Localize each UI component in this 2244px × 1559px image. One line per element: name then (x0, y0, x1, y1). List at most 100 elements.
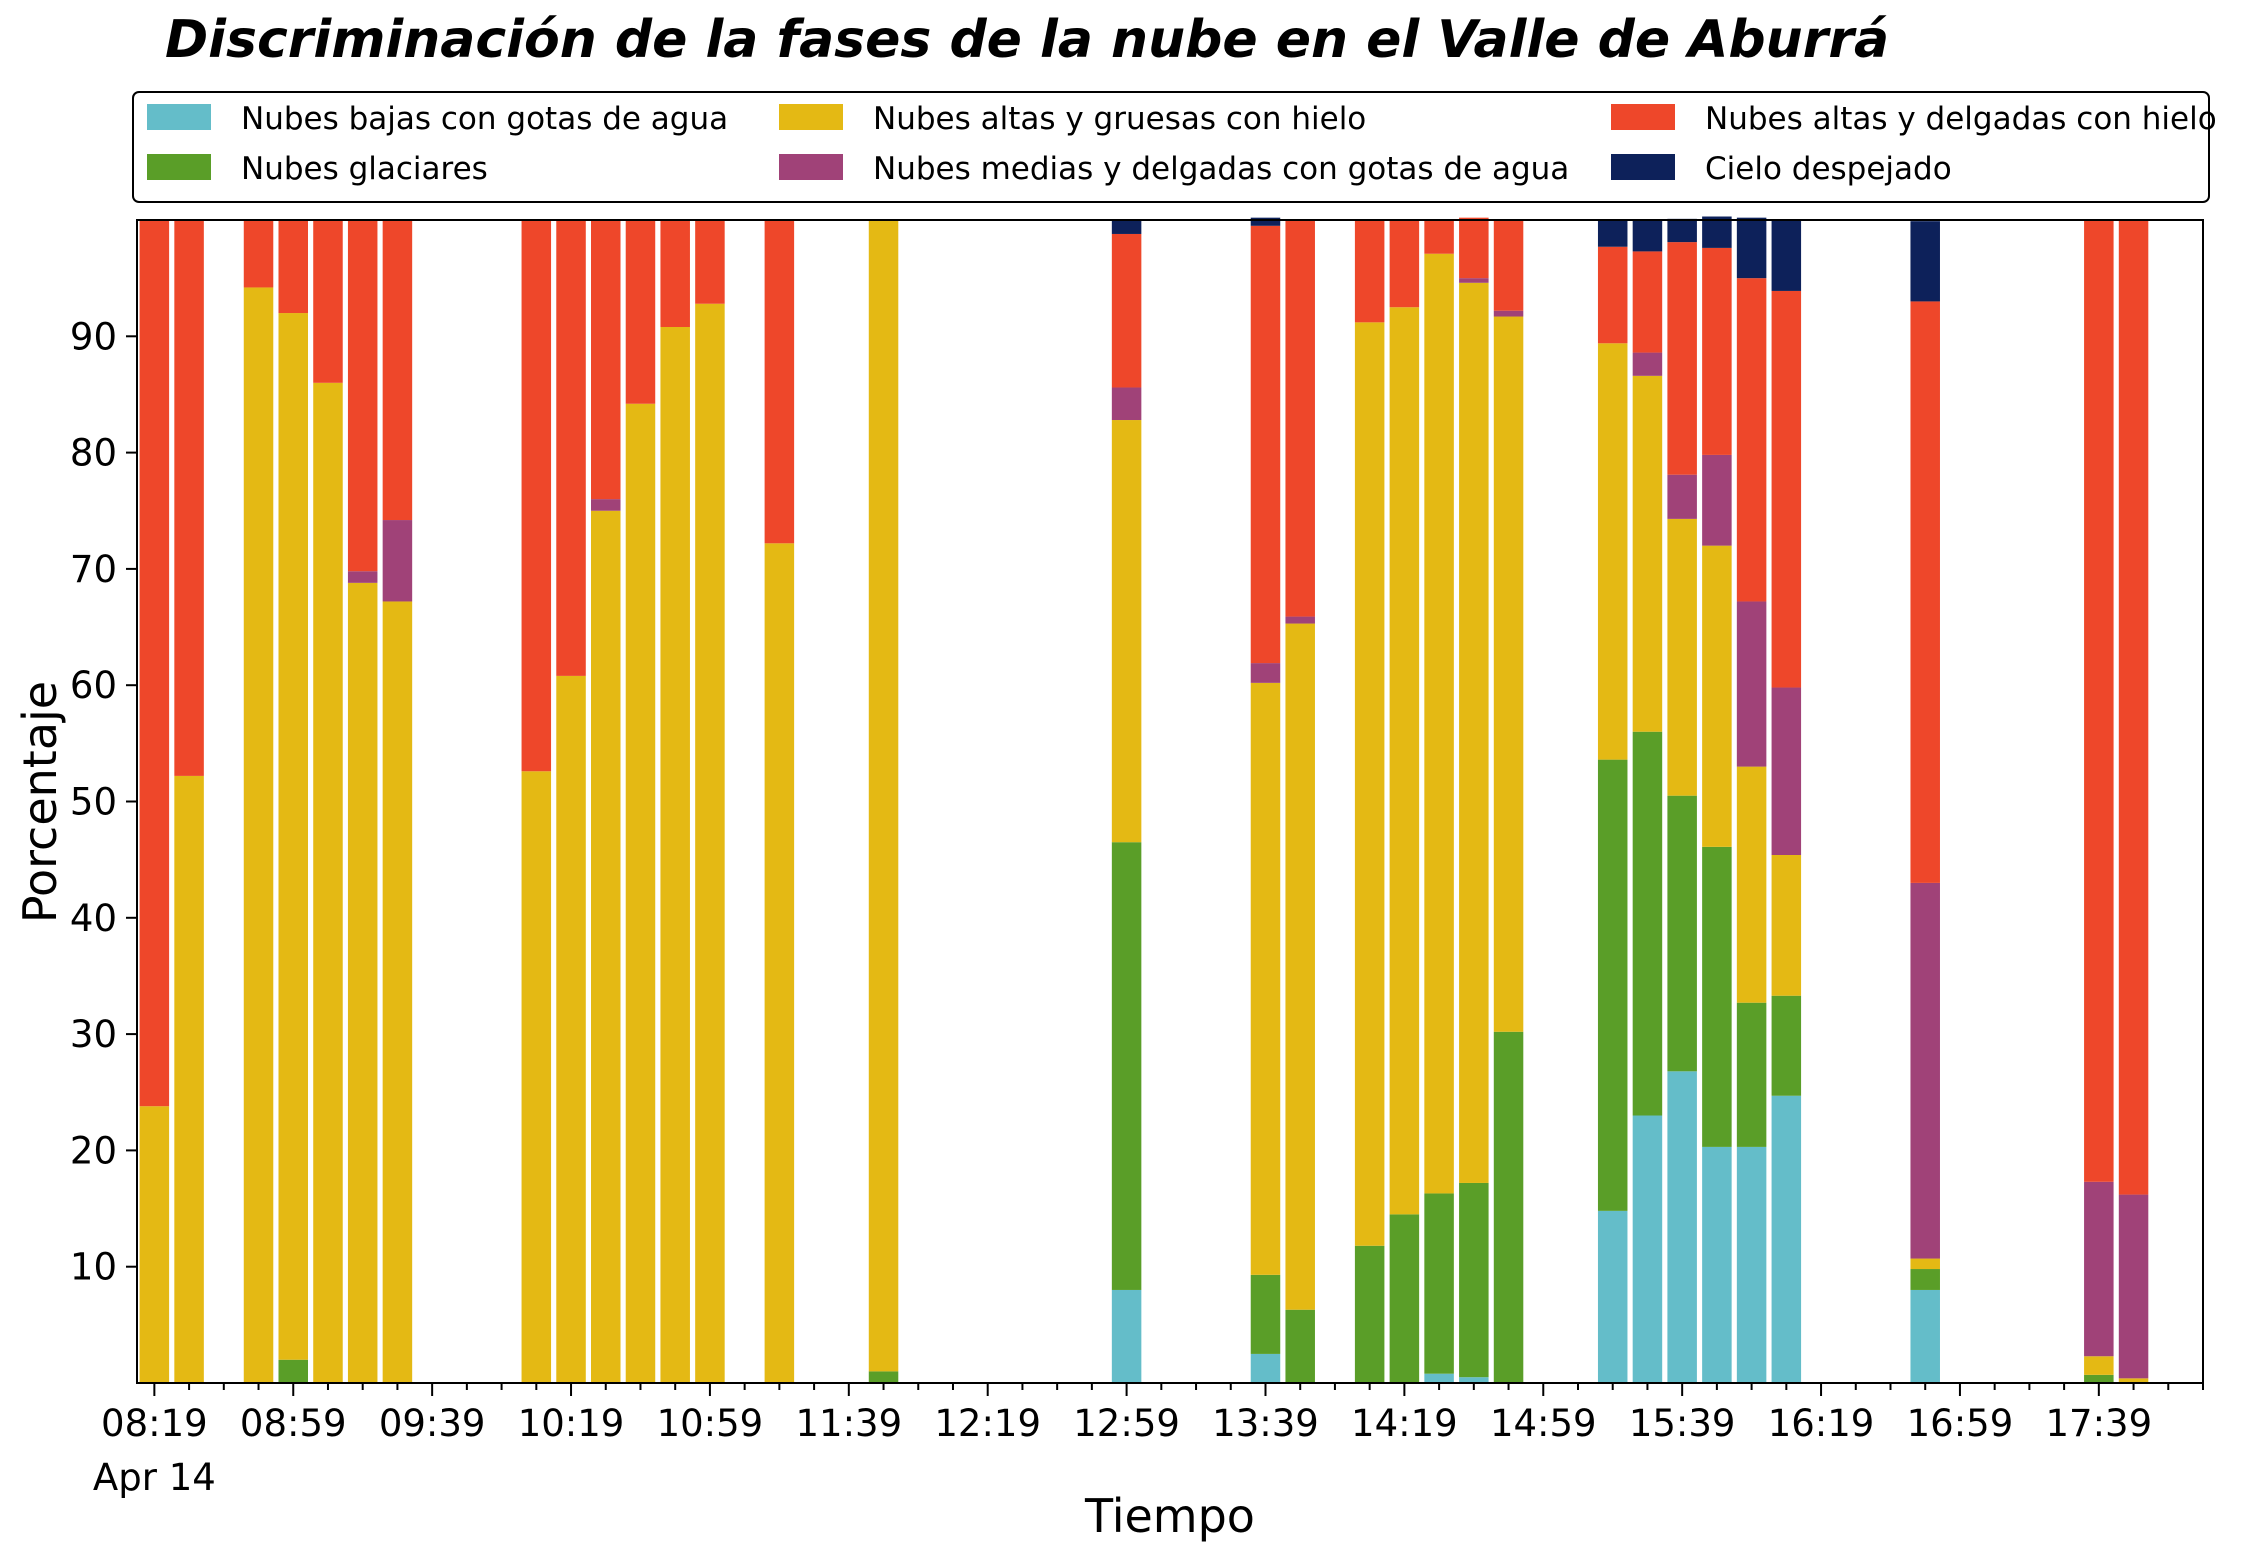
bar-segment-1539-s3 (1667, 474, 1697, 519)
legend-label-5: Cielo despejado (1705, 151, 1952, 187)
bar-segment-1439-s0 (1459, 1377, 1489, 1383)
bar-segment-1559-s0 (1736, 1146, 1767, 1383)
bar-segment-1539-s1 (1667, 795, 1697, 1072)
bar-segment-1559-s5 (1736, 217, 1767, 279)
bar-segment-1649-s0 (1910, 1289, 1940, 1383)
bar-segment-1259-s4 (1111, 233, 1142, 388)
x-date-label: Apr 14 (93, 1456, 216, 1499)
x-tick-label-1219: 12:19 (934, 1402, 1041, 1445)
legend-label-4: Nubes altas y delgadas con hielo (1705, 101, 2217, 137)
y-tick-label-90: 90 (70, 315, 117, 358)
bar-segment-1259-s5 (1111, 220, 1142, 234)
x-tick-label-1139: 11:39 (795, 1402, 902, 1445)
bar-segment-0829-s2 (174, 775, 204, 1383)
legend-swatch-4 (1611, 104, 1675, 130)
bar-segment-1519-s5 (1597, 220, 1628, 247)
bar-segment-1059-s4 (695, 220, 725, 304)
bar-segment-1439-s3 (1459, 278, 1489, 283)
bar-segment-1539-s0 (1667, 1071, 1697, 1383)
bar-segment-1739-s1 (2084, 1374, 2114, 1383)
bar-segment-1259-s1 (1111, 842, 1142, 1290)
bar-segment-1019-s4 (556, 220, 586, 676)
bar-segment-1419-s1 (1389, 1214, 1420, 1383)
bar-segment-1149-s2 (868, 220, 899, 1372)
bar-segment-1349-s1 (1285, 1309, 1315, 1383)
x-axis: 08:19 08:59 09:39 10:19 10:59 11:39 12:19 12:59… (93, 1383, 2204, 1499)
bar-segment-0849-s2 (243, 287, 274, 1384)
bar-segment-1519-s2 (1597, 343, 1628, 760)
bar-segment-0919-s4 (347, 220, 378, 572)
bar-segment-1559-s4 (1736, 278, 1767, 602)
legend-swatch-0 (147, 104, 211, 130)
bar-segment-1749-s2 (2118, 1378, 2149, 1383)
bar-segment-0819-s4 (139, 220, 170, 1107)
bar-segment-1559-s1 (1736, 1002, 1767, 1147)
bar-segment-1549-s4 (1702, 247, 1732, 455)
x-tick-label-0939: 09:39 (379, 1402, 486, 1445)
bar-segment-1059-s2 (695, 303, 725, 1383)
x-tick-label-1659: 16:59 (1907, 1402, 2014, 1445)
bar-segment-1609-s4 (1771, 290, 1802, 688)
y-tick-label-20: 20 (70, 1129, 117, 1172)
legend-box (132, 91, 2210, 203)
bar-segment-1029-s4 (591, 220, 621, 500)
chart-title: Discriminación de la fases de la nube en… (165, 10, 1890, 70)
bar-segment-1739-s2 (2084, 1356, 2114, 1375)
bar-segment-1039-s2 (625, 403, 656, 1383)
y-tick-label-10: 10 (70, 1246, 117, 1289)
bar-segment-1429-s1 (1424, 1193, 1454, 1374)
bar-segment-1149-s1 (868, 1371, 899, 1383)
bar-segment-1529-s0 (1632, 1115, 1663, 1383)
bar-segment-1049-s4 (660, 220, 690, 327)
bar-segment-1549-s0 (1702, 1146, 1732, 1383)
y-tick-label-70: 70 (70, 548, 117, 591)
legend: Nubes bajas con gotas de agua Nubes glaci… (132, 91, 2217, 203)
bars-layer (139, 216, 2149, 1384)
bar-segment-1419-s2 (1389, 307, 1420, 1215)
bar-segment-1409-s1 (1354, 1245, 1385, 1383)
bar-segment-1519-s1 (1597, 759, 1628, 1211)
bar-segment-0829-s4 (174, 220, 204, 776)
bar-segment-1539-s2 (1667, 518, 1697, 796)
bar-segment-1259-s2 (1111, 420, 1142, 843)
bar-segment-1529-s5 (1632, 220, 1663, 252)
legend-label-1: Nubes glaciares (241, 151, 488, 187)
y-tick-label-50: 50 (70, 781, 117, 824)
x-tick-label-0819: 08:19 (101, 1402, 208, 1445)
bar-segment-1609-s5 (1771, 220, 1802, 291)
bar-segment-1339-s5 (1250, 217, 1281, 226)
bar-segment-1349-s3 (1285, 616, 1315, 624)
x-tick-label-1739: 17:39 (2046, 1402, 2153, 1445)
bar-segment-0859-s4 (278, 220, 308, 314)
bar-segment-0929-s2 (382, 601, 413, 1383)
bar-segment-0929-s4 (382, 220, 413, 521)
bar-segment-1529-s4 (1632, 251, 1663, 353)
bar-segment-0929-s3 (382, 520, 413, 602)
bar-segment-0909-s4 (313, 220, 343, 383)
x-tick-label-1539: 15:39 (1629, 1402, 1736, 1445)
bar-segment-1419-s4 (1389, 220, 1420, 308)
bar-segment-1529-s3 (1632, 352, 1663, 376)
bar-segment-1649-s1 (1910, 1269, 1940, 1290)
bar-segment-1549-s2 (1702, 545, 1732, 847)
bar-segment-1549-s5 (1702, 216, 1732, 248)
bar-segment-1259-s3 (1111, 387, 1142, 421)
bar-segment-1029-s3 (591, 499, 621, 511)
legend-label-3: Nubes medias y delgadas con gotas de agu… (873, 151, 1569, 187)
bar-segment-1429-s4 (1424, 220, 1454, 254)
bar-segment-1449-s2 (1493, 316, 1524, 1032)
bar-segment-1609-s2 (1771, 855, 1802, 996)
bar-segment-1519-s4 (1597, 246, 1628, 344)
bar-segment-0909-s2 (313, 382, 343, 1383)
x-tick-label-1059: 10:59 (657, 1402, 764, 1445)
bar-segment-0849-s4 (243, 220, 274, 288)
bar-segment-1119-s2 (764, 543, 795, 1383)
bar-segment-0819-s2 (139, 1106, 170, 1383)
bar-segment-1649-s2 (1910, 1258, 1940, 1270)
bar-segment-1749-s4 (2118, 220, 2149, 1195)
legend-swatch-2 (779, 104, 843, 130)
bar-segment-0859-s2 (278, 313, 308, 1360)
legend-label-0: Nubes bajas con gotas de agua (241, 101, 728, 137)
bar-segment-1429-s0 (1424, 1373, 1454, 1383)
bar-segment-1649-s5 (1910, 221, 1940, 302)
